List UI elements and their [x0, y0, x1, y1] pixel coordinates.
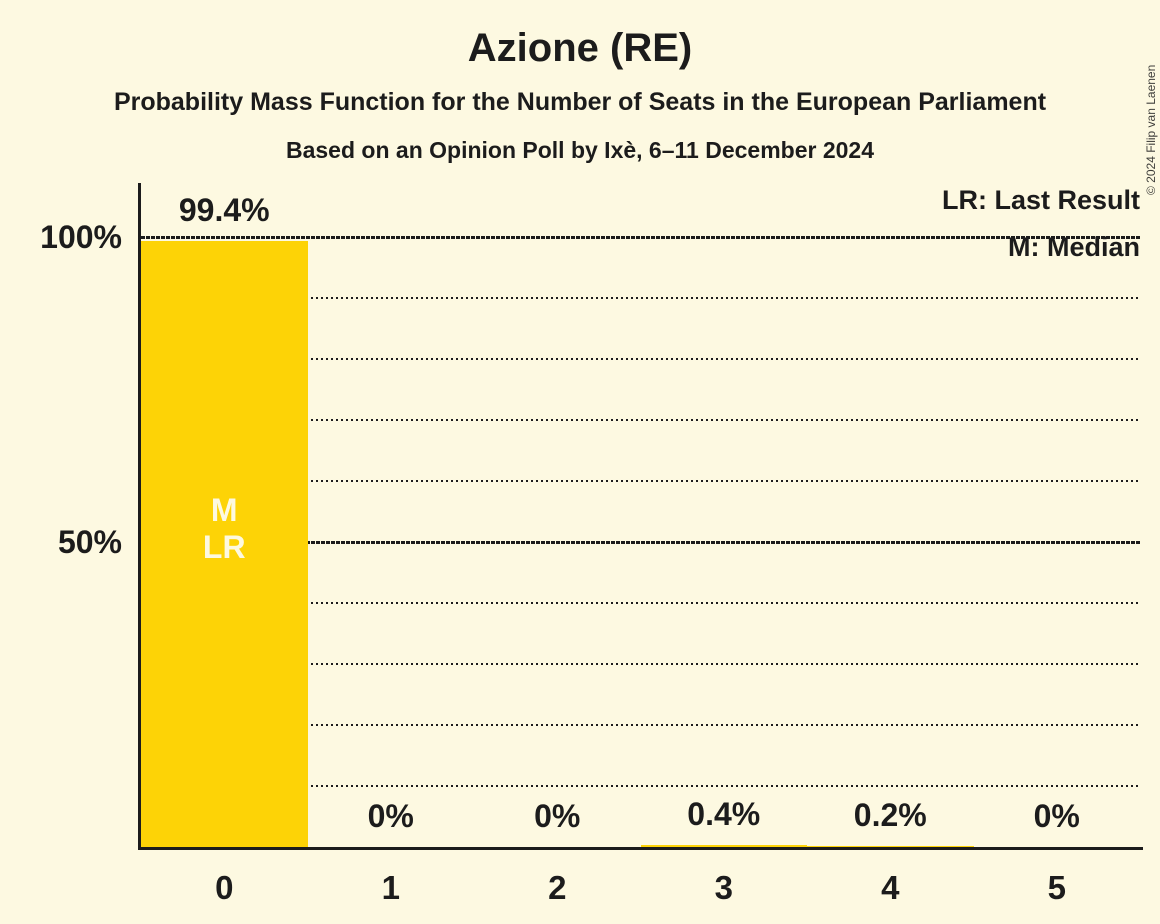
x-axis-label-3: 3 — [714, 869, 733, 906]
bar-value-label-2: 0% — [534, 798, 581, 834]
chart-subtitle: Probability Mass Function for the Number… — [113, 88, 1047, 116]
y-axis-label-50pct: 50% — [57, 524, 122, 560]
bar-seats-4 — [807, 845, 974, 847]
copyright-notice: © 2024 Filip van Laenen — [1144, 64, 1158, 195]
major-line-50pct — [141, 540, 1140, 544]
gridline-60pct — [141, 480, 1140, 482]
x-axis-line — [138, 847, 1143, 850]
chart-title: Azione (RE) — [467, 26, 693, 70]
marker-label-lr: LR — [202, 528, 246, 565]
gridline-90pct — [141, 297, 1140, 299]
major-line-100pct — [141, 235, 1140, 239]
gridline-70pct — [141, 419, 1140, 421]
gridline-10pct — [141, 785, 1140, 787]
chart-source-line: Based on an Opinion Poll by Ixè, 6–11 De… — [285, 137, 875, 163]
bar-value-label-5: 0% — [1033, 798, 1080, 834]
x-axis-label-4: 4 — [881, 869, 900, 906]
x-axis-label-0: 0 — [215, 869, 234, 906]
x-axis-label-1: 1 — [381, 869, 400, 906]
bar-value-label-4: 0.2% — [853, 796, 927, 833]
bar-seats-0 — [141, 240, 308, 847]
gridline-30pct — [141, 663, 1140, 665]
gridline-20pct — [141, 724, 1140, 726]
bar-value-label-1: 0% — [367, 798, 414, 834]
x-axis-label-5: 5 — [1047, 869, 1066, 906]
gridline-80pct — [141, 358, 1140, 360]
y-axis-label-100pct: 100% — [40, 219, 122, 255]
bar-value-label-3: 0.4% — [687, 795, 761, 832]
marker-label-m: M — [210, 491, 238, 528]
legend-last-result: LR: Last Result — [941, 185, 1140, 215]
bar-value-label-0: 99.4% — [178, 191, 270, 228]
bar-marker-labels-0: M LR — [141, 492, 308, 566]
gridline-40pct — [141, 602, 1140, 604]
bar-seats-3 — [640, 844, 807, 847]
y-axis-line — [138, 183, 141, 850]
x-axis-label-2: 2 — [548, 869, 567, 906]
